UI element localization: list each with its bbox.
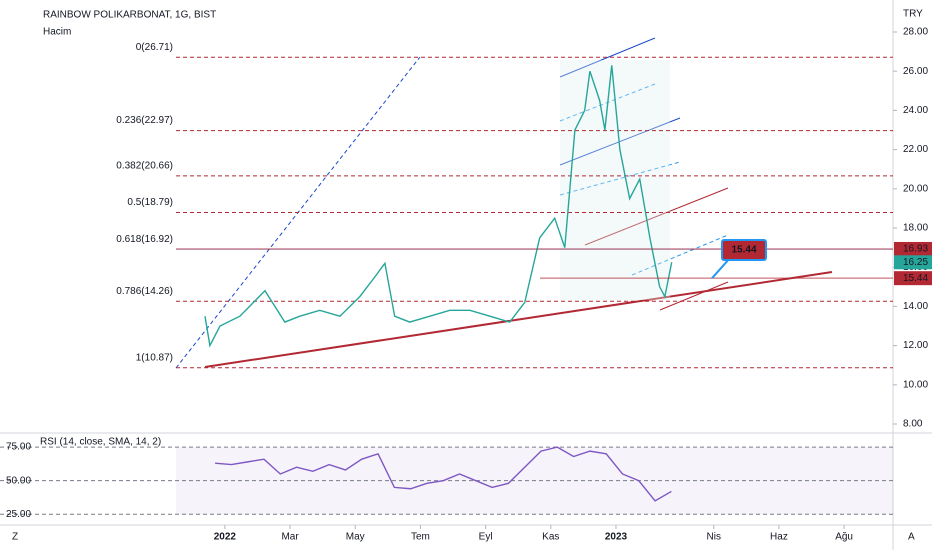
price-tag-label: 16.93 — [903, 244, 928, 255]
y-tick-label: 28.00 — [903, 27, 928, 38]
channel-line — [559, 117, 681, 166]
callout-box — [721, 239, 767, 261]
y-tick-label: 20.00 — [903, 183, 928, 194]
channel-line — [584, 187, 729, 246]
y-tick-label: 12.00 — [903, 340, 928, 351]
callout-pointer — [711, 257, 731, 279]
price-line — [215, 446, 672, 502]
price-tag-label: 16.25 — [903, 257, 928, 268]
fib-label: 0.786(14.26) — [116, 286, 173, 297]
x-tick-label: Tem — [411, 532, 430, 543]
x-tick-label: Nis — [707, 532, 721, 543]
x-tick-label: Kas — [542, 532, 559, 543]
rsi-title: RSI (14, close, SMA, 14, 2) — [40, 437, 161, 448]
y-tick-label: 14.00 — [903, 301, 928, 312]
fib-label: 0.236(22.97) — [116, 115, 173, 126]
fib-label: 1(10.87) — [136, 352, 173, 363]
price-tag — [894, 255, 932, 270]
x-tick-label: 2023 — [605, 532, 628, 543]
symbol-title: RAINBOW POLIKARBONAT, 1G, BIST — [43, 10, 216, 21]
corner-label: Z — [12, 532, 18, 543]
x-tick-label: Ağu — [835, 532, 853, 543]
y-tick-label: 10.00 — [903, 379, 928, 390]
y-tick-label: 26.00 — [903, 66, 928, 77]
channel-line — [659, 281, 729, 311]
fib-label: 0.382(20.66) — [116, 161, 173, 172]
fib-label: 0.618(16.92) — [116, 234, 173, 245]
fib-label: 0(26.71) — [136, 42, 173, 53]
y-tick-label: 24.00 — [903, 105, 928, 116]
rsi-tick-label: 75.00 — [6, 442, 31, 453]
drawings — [175, 37, 833, 369]
x-tick-label: Eyl — [479, 532, 493, 543]
y-tick-label: 18.00 — [903, 223, 928, 234]
fib-label: 0.5(18.79) — [127, 197, 173, 208]
x-tick-label: Mar — [281, 532, 299, 543]
channel-line — [631, 234, 729, 276]
rsi-tick-label: 50.00 — [6, 475, 31, 486]
price-tag-label: 15.44 — [903, 273, 928, 284]
y-tick-label: 22.00 — [903, 144, 928, 155]
price-tag — [894, 241, 932, 256]
trend-line — [204, 271, 833, 368]
x-tick-label: 2022 — [214, 532, 237, 543]
channel-line — [559, 37, 656, 78]
y-tick-label: 8.00 — [903, 419, 923, 430]
currency-label: TRY — [903, 9, 923, 20]
price-line — [204, 65, 673, 348]
price-tag — [894, 271, 932, 286]
callout-label: 15.44 — [731, 245, 756, 256]
x-tick-label: May — [346, 532, 365, 543]
volume-label: Hacim — [43, 27, 71, 38]
rsi-tick-label: 25.00 — [6, 509, 31, 520]
x-tick-label: Haz — [770, 532, 788, 543]
corner-label: A — [908, 532, 915, 543]
